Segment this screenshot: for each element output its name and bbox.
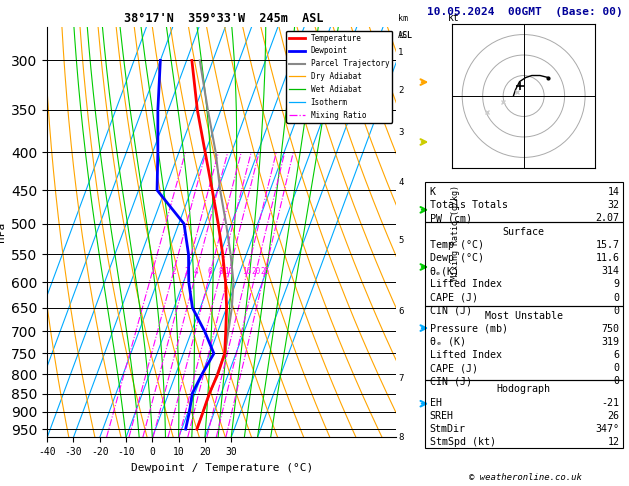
Text: 1: 1 [398,48,403,57]
Text: Pressure (mb): Pressure (mb) [430,324,508,334]
Text: Hodograph: Hodograph [497,384,550,395]
Text: Mixing Ratio (g/kg): Mixing Ratio (g/kg) [451,185,460,279]
Text: © weatheronline.co.uk: © weatheronline.co.uk [469,473,582,482]
Text: CIN (J): CIN (J) [430,376,472,386]
Text: Dewp (°C): Dewp (°C) [430,253,484,263]
Text: 3: 3 [184,267,189,276]
Text: 9: 9 [613,279,620,290]
Text: 12: 12 [608,437,620,447]
Text: 32: 32 [608,200,620,210]
Text: 6: 6 [398,307,403,316]
Text: Totals Totals: Totals Totals [430,200,508,210]
Text: 4: 4 [194,267,199,276]
Text: Lifted Index: Lifted Index [430,279,501,290]
Text: 6: 6 [613,350,620,360]
Text: StmSpd (kt): StmSpd (kt) [430,437,496,447]
Text: 2.07: 2.07 [596,213,620,224]
Text: 7: 7 [398,374,403,382]
Legend: Temperature, Dewpoint, Parcel Trajectory, Dry Adiabat, Wet Adiabat, Isotherm, Mi: Temperature, Dewpoint, Parcel Trajectory… [286,31,392,122]
Text: 347°: 347° [596,424,620,434]
Text: -21: -21 [601,398,620,408]
Text: 8: 8 [398,433,403,442]
Text: θₑ(K): θₑ(K) [430,266,460,277]
Text: Most Unstable: Most Unstable [484,311,563,321]
Text: 10: 10 [225,267,233,276]
Text: 750: 750 [601,324,620,334]
Text: CAPE (J): CAPE (J) [430,363,477,373]
Text: 8: 8 [218,267,223,276]
Text: LCL: LCL [398,31,412,39]
Text: 14: 14 [608,187,620,197]
Text: 0: 0 [613,363,620,373]
Text: PW (cm): PW (cm) [430,213,472,224]
Text: 26: 26 [608,411,620,421]
Text: 319: 319 [601,337,620,347]
Text: 2: 2 [171,267,175,276]
Text: 314: 314 [601,266,620,277]
Text: CAPE (J): CAPE (J) [430,293,477,303]
Text: kt: kt [448,13,459,23]
Text: CIN (J): CIN (J) [430,306,472,316]
Text: 20: 20 [251,267,260,276]
Text: 1: 1 [150,267,155,276]
Text: 25: 25 [260,267,269,276]
Text: 10.05.2024  00GMT  (Base: 00): 10.05.2024 00GMT (Base: 00) [427,7,623,17]
Text: ASL: ASL [398,31,413,40]
Text: 0: 0 [613,293,620,303]
Text: 4: 4 [398,177,403,187]
X-axis label: Dewpoint / Temperature (°C): Dewpoint / Temperature (°C) [131,463,313,473]
Text: 11.6: 11.6 [596,253,620,263]
Text: Lifted Index: Lifted Index [430,350,501,360]
Text: 6: 6 [208,267,213,276]
Text: K: K [430,187,436,197]
Text: θₑ (K): θₑ (K) [430,337,465,347]
Text: SREH: SREH [430,411,454,421]
Text: 3: 3 [398,128,403,137]
Text: 2: 2 [398,86,403,94]
Text: EH: EH [430,398,442,408]
Text: 5: 5 [398,236,403,245]
Text: Surface: Surface [503,227,545,237]
Text: Temp (°C): Temp (°C) [430,240,484,250]
Text: 16: 16 [242,267,252,276]
Text: 15.7: 15.7 [596,240,620,250]
Y-axis label: hPa: hPa [0,222,6,242]
Text: 38°17'N  359°33'W  245m  ASL: 38°17'N 359°33'W 245m ASL [123,12,323,25]
Text: 0: 0 [613,306,620,316]
Text: StmDir: StmDir [430,424,465,434]
Text: 0: 0 [613,376,620,386]
Text: km: km [398,14,408,23]
